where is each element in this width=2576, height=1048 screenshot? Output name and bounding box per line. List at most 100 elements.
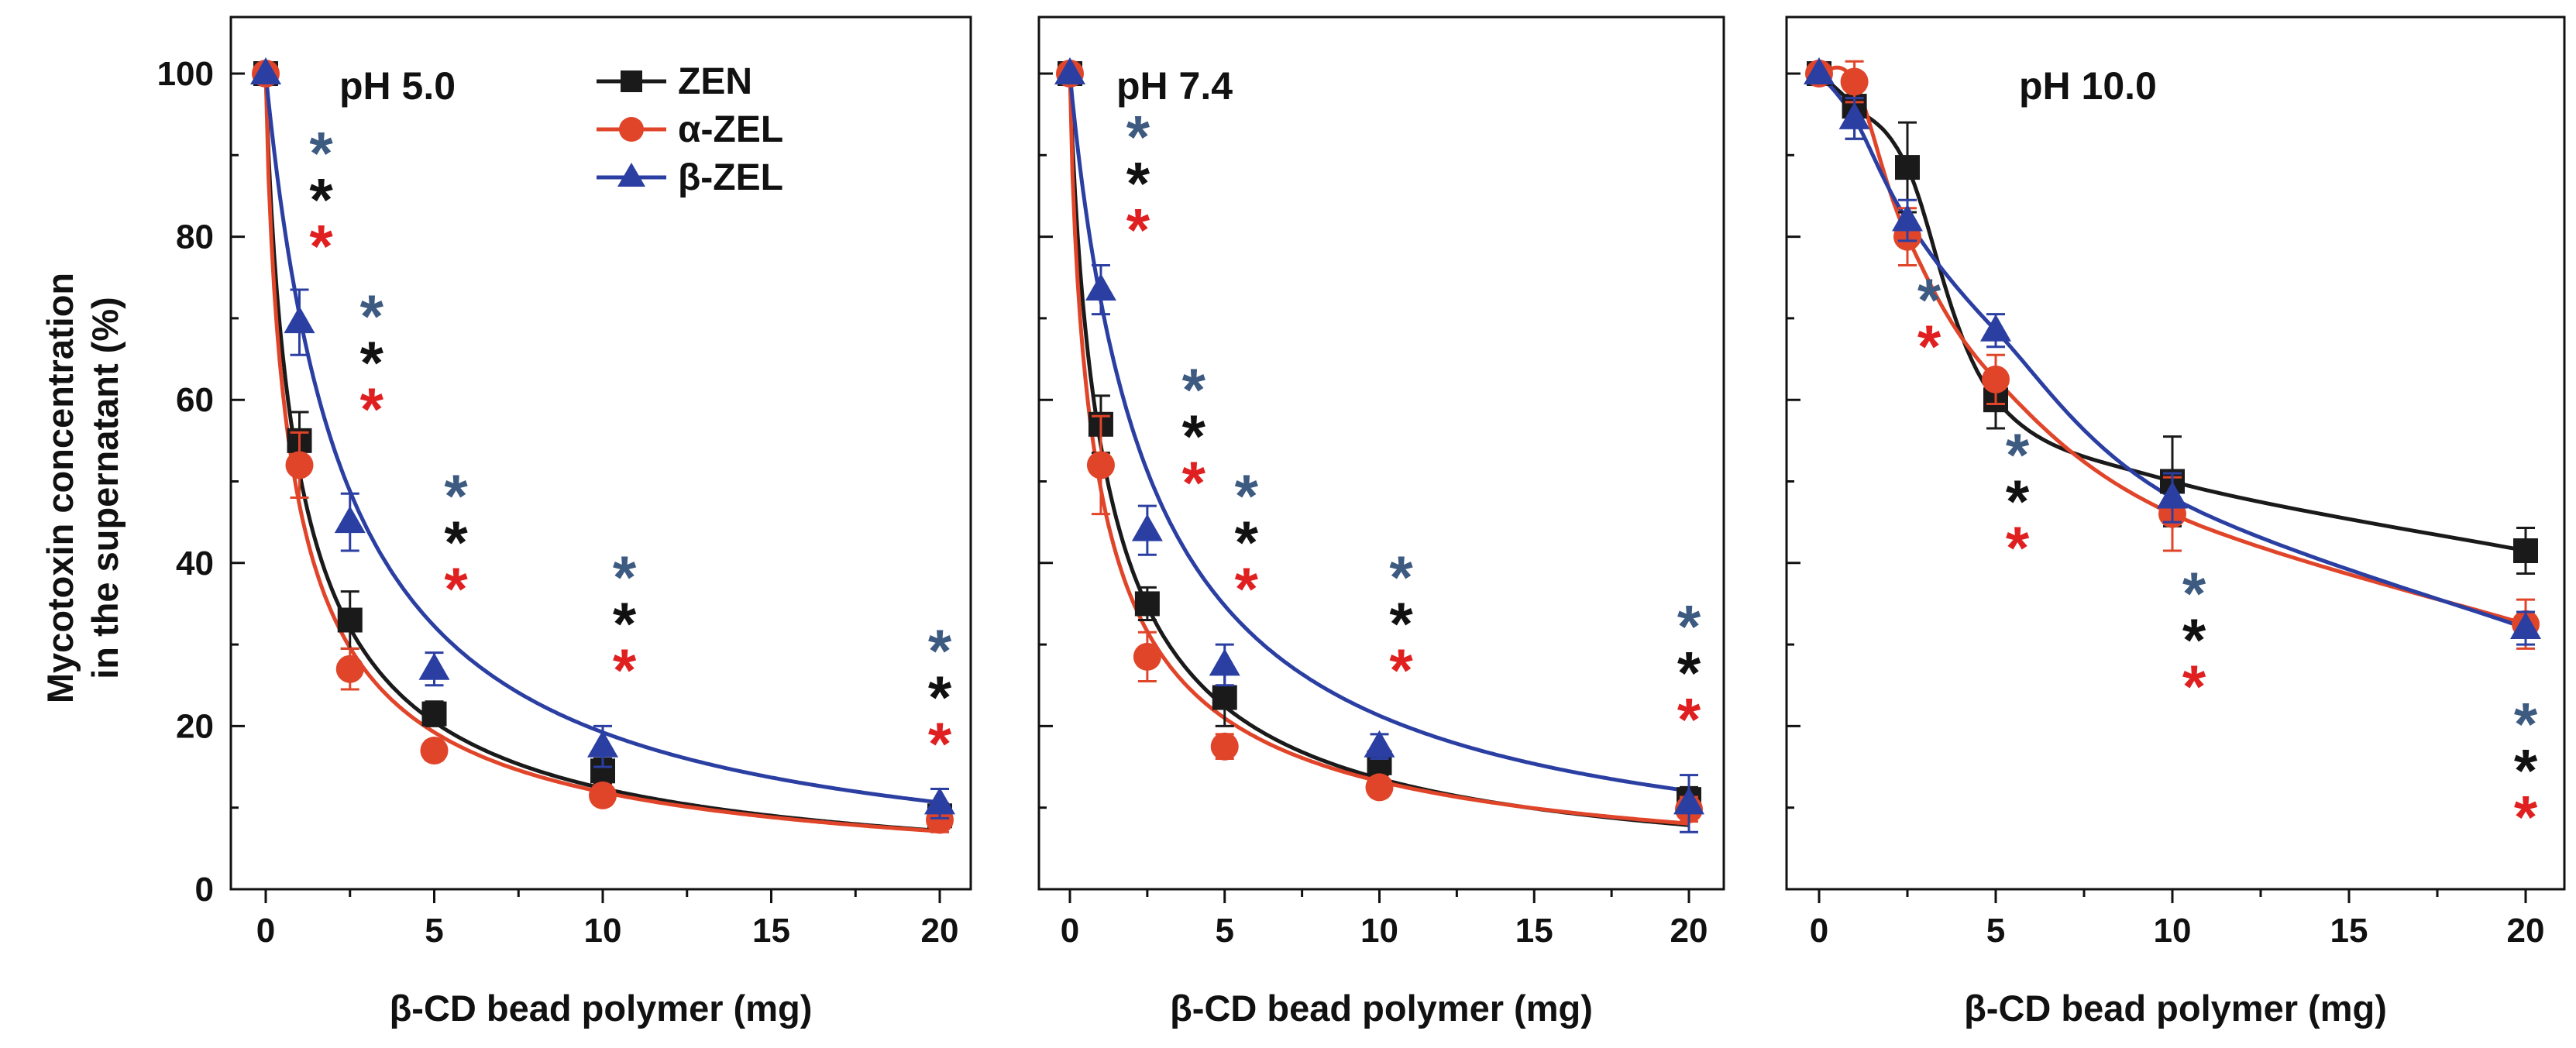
data-point-zel <box>420 736 449 765</box>
significance-asterisk: * <box>1677 685 1701 753</box>
panel-title: pH 7.4 <box>1116 64 1233 108</box>
data-point-zen <box>2513 538 2538 564</box>
x-tick-label: 10 <box>2154 912 2192 950</box>
data-point-zel <box>284 306 315 334</box>
panel-1: 0 20 40 60 80 100 0 5 10 15 20 β-CD bead polymer (m… <box>157 15 972 1029</box>
y-axis-title-line-2: in the supernatant (%) <box>84 297 126 679</box>
y-axis-title: Mycotoxin concentration in the supernata… <box>40 273 126 703</box>
y-tick-label: 80 <box>176 218 214 256</box>
legend-label: ZEN <box>678 61 752 102</box>
data-point-zen <box>421 701 447 727</box>
significance-asterisk: * <box>2514 783 2538 851</box>
x-tick-label: 0 <box>256 912 275 950</box>
significance-asterisk: * <box>1677 638 1701 706</box>
y-axis-title-line-1: Mycotoxin concentration <box>40 273 81 703</box>
significance-asterisk: * <box>2182 559 2206 627</box>
significance-asterisk: * <box>360 375 384 443</box>
fit-curve-zel <box>263 73 941 833</box>
fit-curve-zen <box>1068 73 1690 827</box>
legend: ZEN α-ZEL β-ZEL <box>597 61 783 198</box>
data-point-zel <box>924 787 955 815</box>
legend-item-zen: ZEN <box>597 61 752 102</box>
y-tick-label: 40 <box>176 545 214 582</box>
data-point-zel <box>1133 642 1161 671</box>
significance-asterisk: * <box>613 543 637 611</box>
significance-asterisk: * <box>1182 448 1206 517</box>
significance-asterisk: * <box>1126 149 1150 217</box>
significance-asterisk: * <box>2006 467 2030 535</box>
fit-curve-zel <box>1068 73 1690 793</box>
x-tick-label: 20 <box>1670 912 1708 950</box>
data-point-zel <box>1892 204 1923 232</box>
significance-asterisk: * <box>1126 102 1150 170</box>
panel-frame <box>229 15 972 891</box>
panel-frame <box>1785 15 2566 891</box>
significance-asterisk: * <box>2514 737 2538 805</box>
significance-asterisk: * <box>1182 402 1206 470</box>
significance-asterisk: * <box>2006 421 2030 489</box>
legend-marker-triangle <box>617 163 645 187</box>
significance-asterisk: * <box>1917 312 1941 380</box>
significance-asterisk: * <box>1235 462 1259 530</box>
significance-asterisk: * <box>309 166 333 234</box>
data-point-zel <box>1131 514 1163 541</box>
fit-curve-zen <box>263 73 941 833</box>
legend-item-zel: β-ZEL <box>597 157 783 198</box>
significance-asterisk: * <box>2182 606 2206 674</box>
data-point-zel <box>1840 67 1869 96</box>
legend-label: α-ZEL <box>678 109 783 150</box>
y-tick-label: 20 <box>176 707 214 745</box>
data-point-zel <box>285 451 314 479</box>
data-point-zel <box>1838 101 1870 129</box>
significance-asterisk: * <box>1917 266 1941 334</box>
significance-asterisk: * <box>309 119 333 187</box>
data-point-zen <box>1895 155 1920 180</box>
x-tick-label: 10 <box>1360 912 1398 950</box>
significance-asterisk: * <box>1235 508 1259 576</box>
significance-asterisk: * <box>2514 690 2538 758</box>
data-point-zel <box>2157 481 2188 509</box>
legend-marker-square <box>621 70 642 92</box>
significance-asterisk: * <box>360 328 384 397</box>
significance-asterisk: * <box>309 212 333 280</box>
x-axis-title: β-CD bead polymer (mg) <box>390 988 813 1029</box>
significance-asterisk: * <box>928 710 952 778</box>
significance-asterisk: * <box>444 555 468 623</box>
data-point-zel <box>1980 314 2011 342</box>
data-point-zel <box>1085 273 1116 301</box>
data-point-zel <box>250 57 281 84</box>
data-point-zel <box>418 652 450 680</box>
data-point-zel <box>1054 57 1085 84</box>
x-tick-label: 10 <box>584 912 622 950</box>
data-point-zel <box>1982 365 2010 393</box>
data-point-zen <box>1212 685 1237 710</box>
significance-asterisk: * <box>444 462 468 530</box>
data-point-zel <box>1365 773 1394 802</box>
x-tick-label: 15 <box>1515 912 1553 950</box>
panel-title: pH 10.0 <box>2019 64 2157 108</box>
legend-label: β-ZEL <box>678 157 783 198</box>
y-tick-label: 100 <box>157 55 214 93</box>
fit-curve-zel <box>1068 73 1690 826</box>
legend-item-zel: α-ZEL <box>597 109 783 150</box>
significance-asterisk: * <box>928 617 952 685</box>
significance-asterisk: * <box>1389 636 1413 704</box>
data-point-zen <box>337 607 363 633</box>
significance-asterisk: * <box>1677 592 1701 660</box>
x-tick-label: 0 <box>1061 912 1079 950</box>
data-point-zel <box>1804 57 1835 84</box>
significance-asterisk: * <box>1389 589 1413 658</box>
x-tick-label: 15 <box>752 912 790 950</box>
x-tick-label: 20 <box>2507 912 2545 950</box>
y-tick-label: 60 <box>176 381 214 419</box>
significance-asterisk: * <box>2182 652 2206 720</box>
x-tick-label: 20 <box>921 912 959 950</box>
x-tick-label: 0 <box>1810 912 1828 950</box>
data-point-zel <box>589 781 617 809</box>
significance-asterisk: * <box>613 636 637 704</box>
x-axis-title: β-CD bead polymer (mg) <box>1170 988 1593 1029</box>
x-tick-label: 5 <box>1986 912 2005 950</box>
significance-asterisk: * <box>1182 356 1206 424</box>
